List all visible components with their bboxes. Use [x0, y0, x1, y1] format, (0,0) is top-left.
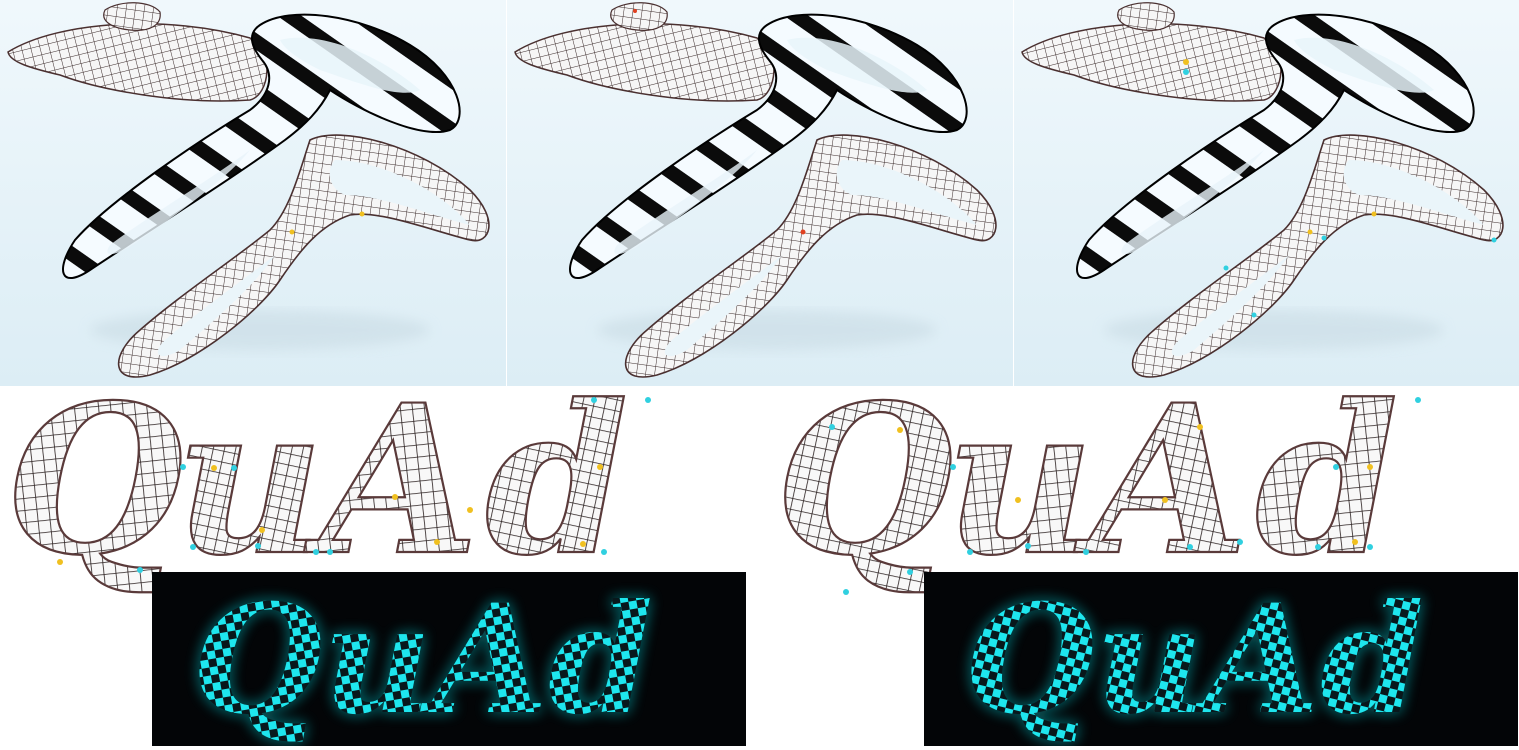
quad-letter-a: A	[303, 361, 479, 601]
singularity-markers	[829, 397, 1421, 595]
quad-letter-q: Q	[775, 361, 954, 601]
quad-letter-u: u	[945, 361, 1094, 601]
singularity-marker	[1183, 59, 1189, 65]
quad-letter-u: u	[175, 361, 324, 601]
render-middle	[507, 0, 1013, 386]
render-middle-scene	[507, 0, 1013, 386]
render-left	[0, 0, 506, 386]
quad-letter-q: Q	[5, 361, 184, 601]
singularity-markers	[57, 397, 651, 573]
glow-right: QuAd QuAd	[924, 572, 1518, 746]
render-right	[1014, 0, 1519, 386]
glow-word: QuAd	[192, 572, 653, 746]
quad-letter-a: A	[1073, 361, 1249, 601]
glow-halo: QuAd	[964, 572, 1425, 746]
quad-mesh-text: Q u A d	[4, 360, 651, 602]
glow-halo: QuAd	[192, 572, 653, 746]
singularity-marker	[289, 229, 295, 235]
quad-row-left: Q u A d	[0, 360, 700, 602]
glow-text: QuAd QuAd	[964, 572, 1425, 746]
glow-left: QuAd QuAd	[152, 572, 746, 746]
glow-text: QuAd QuAd	[192, 572, 653, 746]
singularity-marker	[800, 229, 806, 235]
render-left-scene	[0, 0, 506, 386]
render-right-scene	[1014, 0, 1519, 386]
quad-row-right: Q u A d	[770, 360, 1470, 602]
glow-word: QuAd	[964, 572, 1425, 746]
quad-letter-d: d	[485, 361, 628, 601]
quad-letter-d: d	[1255, 361, 1398, 601]
quad-mesh-text: Q u A d	[774, 360, 1421, 602]
